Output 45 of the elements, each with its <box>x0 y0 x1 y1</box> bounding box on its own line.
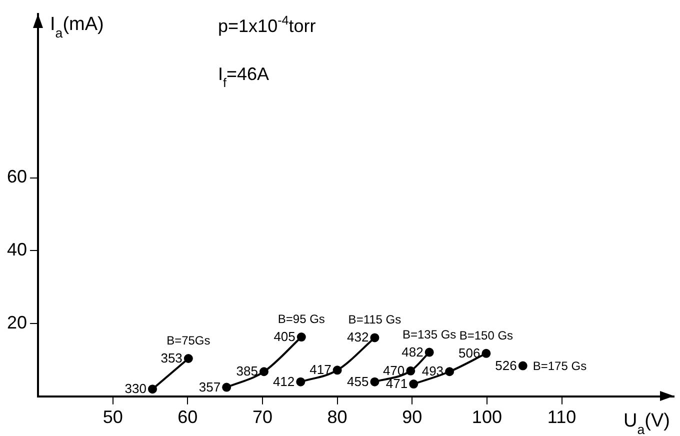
point <box>409 380 418 389</box>
series-label: B=135 Gs <box>402 327 456 342</box>
point <box>370 333 380 342</box>
annotation: 353 <box>160 350 182 366</box>
x-tick-label: 60 <box>178 407 198 428</box>
annotation: 412 <box>272 374 295 389</box>
series-label: B=95 Gs <box>278 312 325 326</box>
x-tick-label: 70 <box>252 407 272 428</box>
point <box>184 354 193 364</box>
point <box>370 377 380 386</box>
y-tick-label: 40 <box>6 240 28 260</box>
annotation: 330 <box>124 381 147 396</box>
annotation: 455 <box>347 374 369 389</box>
point <box>296 377 306 386</box>
annotation: 482 <box>402 344 424 360</box>
point <box>222 382 232 392</box>
annotation: 432 <box>347 330 369 345</box>
annotation: 357 <box>198 379 221 394</box>
point <box>518 361 528 370</box>
annotation: 471 <box>386 376 408 392</box>
point <box>445 367 454 376</box>
annotation: 526 <box>495 358 517 373</box>
series-label: B=75Gs <box>166 334 210 348</box>
x-tick-label: 90 <box>402 407 422 428</box>
point <box>406 366 416 376</box>
series-label: B=150 Gs <box>459 328 514 342</box>
point <box>296 332 306 342</box>
x-tick-label: 100 <box>472 407 502 428</box>
annotation: 506 <box>458 345 480 360</box>
x-tick-label: 50 <box>102 407 123 428</box>
y-tick-label: 20 <box>6 312 28 332</box>
series-label: B=175 Gs <box>532 358 587 373</box>
series-label: B=115 Gs <box>348 312 402 327</box>
y-tick-label: 60 <box>6 166 28 187</box>
point <box>148 384 157 394</box>
annotation: 417 <box>310 362 332 378</box>
point <box>259 367 268 376</box>
x-tick-label: 110 <box>547 407 576 428</box>
x-tick-label: 80 <box>327 407 348 428</box>
annotation: 385 <box>236 364 258 379</box>
annotation: 405 <box>274 329 296 344</box>
annotation: 470 <box>382 362 405 378</box>
point <box>482 348 491 358</box>
point <box>332 366 342 375</box>
point <box>424 348 434 357</box>
